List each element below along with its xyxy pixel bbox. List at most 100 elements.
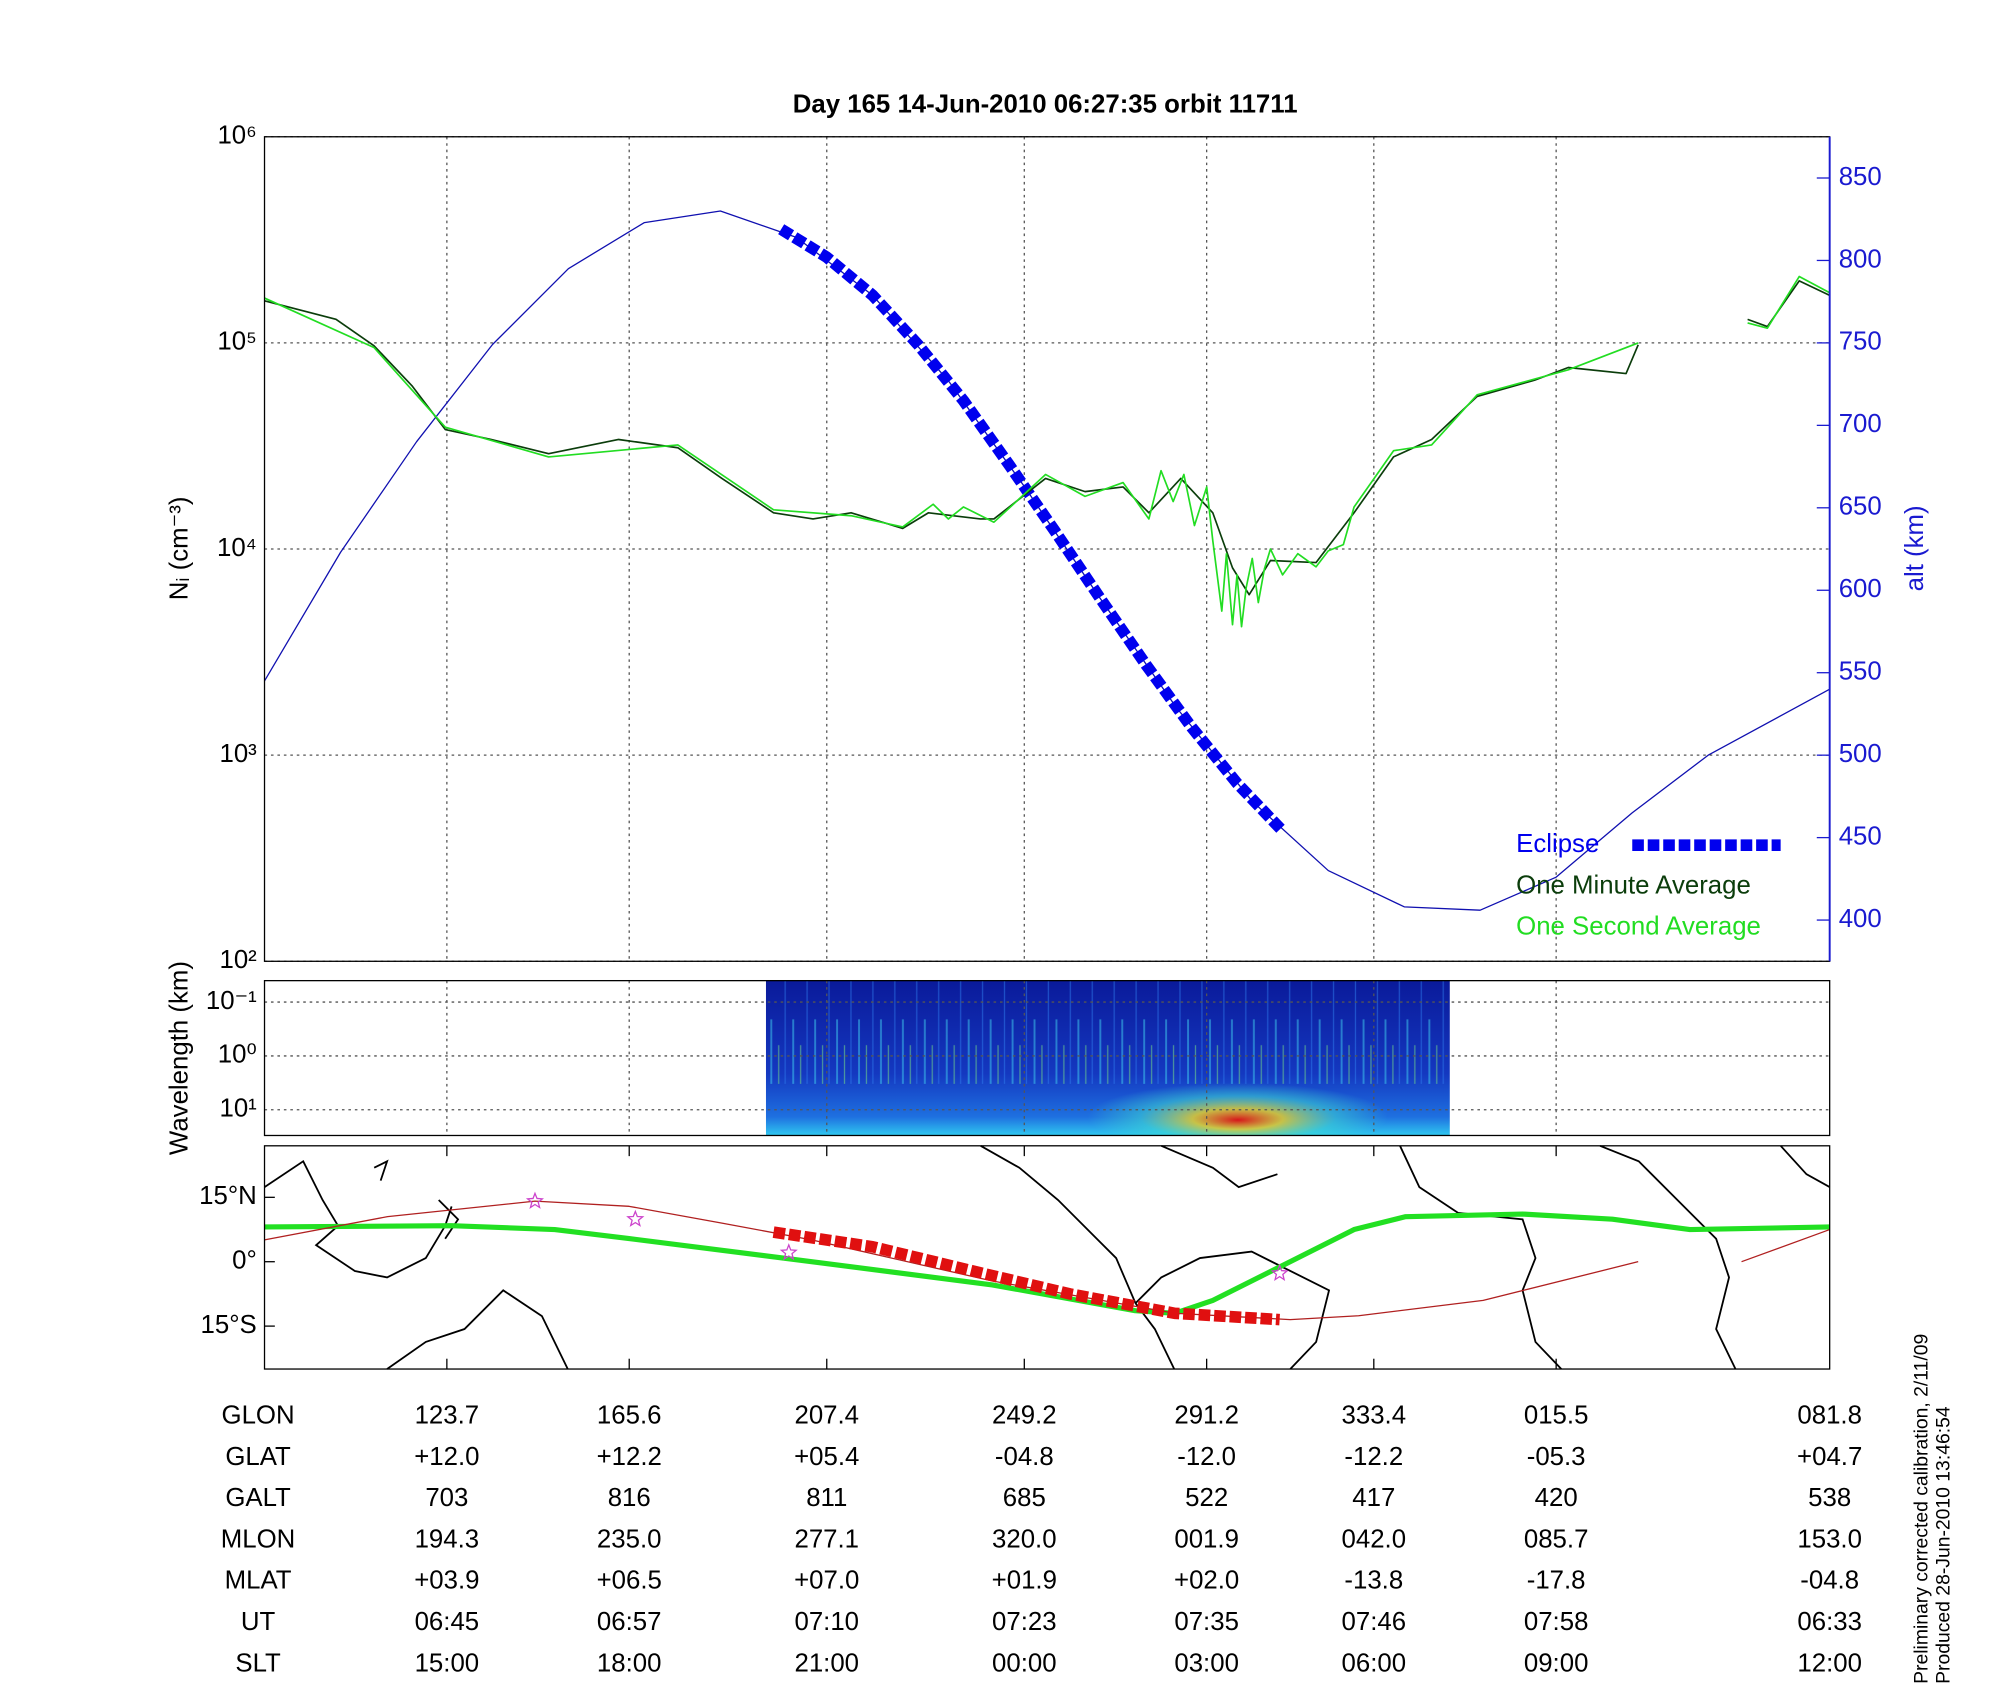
y-tick-label: 15°S xyxy=(201,1311,257,1339)
eclipse-line xyxy=(772,1226,1280,1326)
y-tick-label: 10⁻¹ xyxy=(206,987,257,1015)
y-axis-label: Wavelength (km) xyxy=(165,961,193,1155)
row-label: UT xyxy=(241,1608,276,1636)
table-cell: 015.5 xyxy=(1524,1402,1589,1430)
table-cell: +03.9 xyxy=(414,1567,479,1595)
data-line xyxy=(264,280,1831,596)
y2-tick-label: 800 xyxy=(1839,245,1882,273)
table-cell: 333.4 xyxy=(1342,1402,1407,1430)
y-tick-label: 10⁴ xyxy=(217,534,257,562)
table-cell: 320.0 xyxy=(992,1525,1057,1553)
plot-frame xyxy=(263,980,1831,1137)
y-axis-label: Nᵢ (cm⁻³) xyxy=(165,497,193,601)
y-tick-label: 10⁰ xyxy=(218,1041,257,1069)
table-cell: 06:00 xyxy=(1342,1649,1407,1677)
y2-tick-label: 850 xyxy=(1839,163,1882,191)
legend-label: One Minute Average xyxy=(1516,871,1751,899)
table-cell: 291.2 xyxy=(1174,1402,1239,1430)
table-cell: -13.8 xyxy=(1344,1567,1403,1595)
table-cell: 03:00 xyxy=(1174,1649,1239,1677)
y-tick-label: 10³ xyxy=(219,740,257,768)
table-cell: 194.3 xyxy=(415,1525,480,1553)
table-cell: -04.8 xyxy=(995,1443,1054,1471)
y2-tick-label: 600 xyxy=(1839,575,1882,603)
y-tick-label: 0° xyxy=(232,1247,257,1275)
table-cell: -17.8 xyxy=(1527,1567,1586,1595)
table-cell: -12.0 xyxy=(1177,1443,1236,1471)
data-line xyxy=(263,210,1830,911)
table-cell: +12.2 xyxy=(597,1443,662,1471)
table-cell: 123.7 xyxy=(415,1402,480,1430)
y2-axis-label: alt (km) xyxy=(1901,505,1929,591)
table-cell: 07:46 xyxy=(1342,1608,1407,1636)
data-line xyxy=(264,275,1831,628)
table-cell: -12.2 xyxy=(1344,1443,1403,1471)
table-cell: +02.0 xyxy=(1174,1567,1239,1595)
table-cell: 816 xyxy=(608,1484,651,1512)
note: Produced 28-Jun-2010 13:46:54 xyxy=(1933,1406,1955,1684)
table-cell: 235.0 xyxy=(597,1525,662,1553)
table-cell: +04.7 xyxy=(1797,1443,1862,1471)
table-cell: 207.4 xyxy=(794,1402,859,1430)
y-tick-label: 10⁶ xyxy=(217,122,256,150)
table-cell: 522 xyxy=(1185,1484,1228,1512)
y-tick-label: 10¹ xyxy=(219,1095,257,1123)
table-cell: 001.9 xyxy=(1174,1525,1239,1553)
row-label: SLT xyxy=(235,1649,281,1677)
y2-tick-label: 750 xyxy=(1839,328,1882,356)
y2-tick-label: 500 xyxy=(1839,740,1882,768)
coastlines xyxy=(264,1144,1831,1370)
y2-tick-label: 400 xyxy=(1839,905,1882,933)
table-cell: 249.2 xyxy=(992,1402,1057,1430)
plot-frame xyxy=(263,1145,1831,1370)
table-cell: 06:57 xyxy=(597,1608,662,1636)
table-cell: 06:45 xyxy=(415,1608,480,1636)
y2-tick-label: 550 xyxy=(1839,658,1882,686)
table-cell: +12.0 xyxy=(414,1443,479,1471)
row-label: MLAT xyxy=(225,1567,292,1595)
table-cell: 15:00 xyxy=(415,1649,480,1677)
row-label: MLON xyxy=(221,1525,296,1553)
y-tick-label: 15°N xyxy=(199,1182,257,1210)
table-cell: 420 xyxy=(1535,1484,1578,1512)
table-cell: 00:00 xyxy=(992,1649,1057,1677)
table-cell: 042.0 xyxy=(1342,1525,1407,1553)
data-line xyxy=(264,1200,1830,1321)
star-marker xyxy=(779,1243,798,1261)
table-cell: 811 xyxy=(806,1484,847,1512)
table-cell: 06:33 xyxy=(1797,1608,1862,1636)
table-cell: 417 xyxy=(1352,1484,1395,1512)
table-cell: 12:00 xyxy=(1797,1649,1862,1677)
legend-label: One Second Average xyxy=(1516,913,1761,941)
table-cell: 07:58 xyxy=(1524,1608,1589,1636)
table-cell: 277.1 xyxy=(794,1525,859,1553)
table-cell: 153.0 xyxy=(1797,1525,1862,1553)
y2-tick-label: 650 xyxy=(1839,493,1882,521)
star-marker xyxy=(525,1191,544,1209)
chart-title: Day 165 14-Jun-2010 06:27:35 orbit 11711 xyxy=(793,91,1298,119)
table-cell: 21:00 xyxy=(794,1649,859,1677)
table-cell: 538 xyxy=(1808,1484,1851,1512)
table-cell: 07:10 xyxy=(794,1608,859,1636)
table-cell: -04.8 xyxy=(1800,1567,1859,1595)
row-label: GALT xyxy=(225,1484,291,1512)
data-line xyxy=(264,1211,1830,1316)
y2-tick-label: 700 xyxy=(1839,410,1882,438)
table-cell: 685 xyxy=(1003,1484,1046,1512)
y2-tick-label: 450 xyxy=(1839,822,1882,850)
table-cell: 07:23 xyxy=(992,1608,1057,1636)
star-marker xyxy=(1270,1263,1289,1282)
spectrogram-hotspot xyxy=(765,980,1450,1136)
table-cell: +05.4 xyxy=(794,1443,859,1471)
table-cell: 18:00 xyxy=(597,1649,662,1677)
table-cell: +06.5 xyxy=(597,1567,662,1595)
table-cell: +07.0 xyxy=(794,1567,859,1595)
star-marker xyxy=(626,1209,645,1227)
row-label: GLAT xyxy=(225,1443,291,1471)
legend-label: Eclipse xyxy=(1516,830,1599,858)
table-cell: 09:00 xyxy=(1524,1649,1589,1677)
table-cell: 081.8 xyxy=(1797,1402,1862,1430)
y-tick-label: 10² xyxy=(219,946,257,974)
